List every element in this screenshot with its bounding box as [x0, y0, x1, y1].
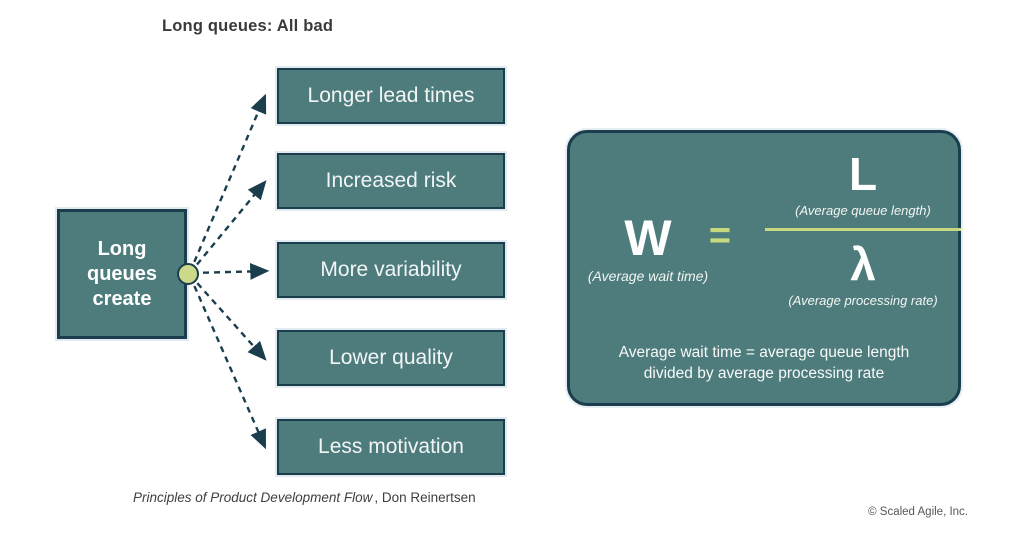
- processing-rate-symbol: λ: [850, 238, 876, 291]
- effect-label: Longer lead times: [307, 84, 475, 107]
- effect-label: Less motivation: [318, 435, 464, 458]
- attribution-author: , Don Reinertsen: [374, 490, 476, 505]
- arrow-line: [188, 275, 267, 450]
- attribution: Principles of Product Development Flow, …: [133, 490, 476, 505]
- copyright-notice: © Scaled Agile, Inc.: [868, 506, 968, 518]
- arrow-line: [189, 274, 267, 361]
- equals-sign: =: [708, 215, 732, 257]
- arrow-line: [189, 180, 267, 274]
- formula-caption-line2: divided by average processing rate: [643, 364, 885, 382]
- source-box-label: Long queues create: [86, 237, 158, 310]
- source-box: Long queues create: [57, 209, 187, 339]
- littles-law-panel: W (Average wait time) = L (Average queue…: [567, 130, 961, 406]
- effect-label: Lower quality: [329, 346, 453, 369]
- wait-time-symbol: W: [624, 210, 672, 266]
- effect-box-lower-quality: Lower quality: [277, 330, 505, 386]
- attribution-book-title: Principles of Product Development Flow: [133, 490, 373, 505]
- effect-box-less-motivation: Less motivation: [277, 419, 505, 475]
- queue-length-symbol: L: [848, 148, 878, 200]
- wait-time-group: W (Average wait time): [572, 213, 724, 284]
- fraction-group: L (Average queue length) λ (Average proc…: [765, 151, 961, 309]
- diagram-title: Long queues: All bad: [162, 17, 334, 35]
- formula-caption: Average wait time = average queue length…: [570, 343, 958, 385]
- formula-caption-line1: Average wait time = average queue length: [618, 344, 910, 361]
- effect-label: More variability: [320, 258, 462, 281]
- arrow-line: [191, 263, 270, 280]
- arrow-line: [188, 93, 267, 273]
- effect-box-longer-lead-times: Longer lead times: [277, 68, 505, 124]
- wait-time-label: (Average wait time): [587, 268, 709, 284]
- branch-node-dot: [177, 263, 199, 285]
- effect-box-more-variability: More variability: [277, 242, 505, 298]
- processing-rate-label: (Average processing rate): [788, 293, 938, 309]
- effect-box-increased-risk: Increased risk: [277, 153, 505, 209]
- fraction-bar: [765, 228, 961, 232]
- effect-label: Increased risk: [325, 169, 457, 192]
- queue-length-label: (Average queue length): [795, 203, 931, 218]
